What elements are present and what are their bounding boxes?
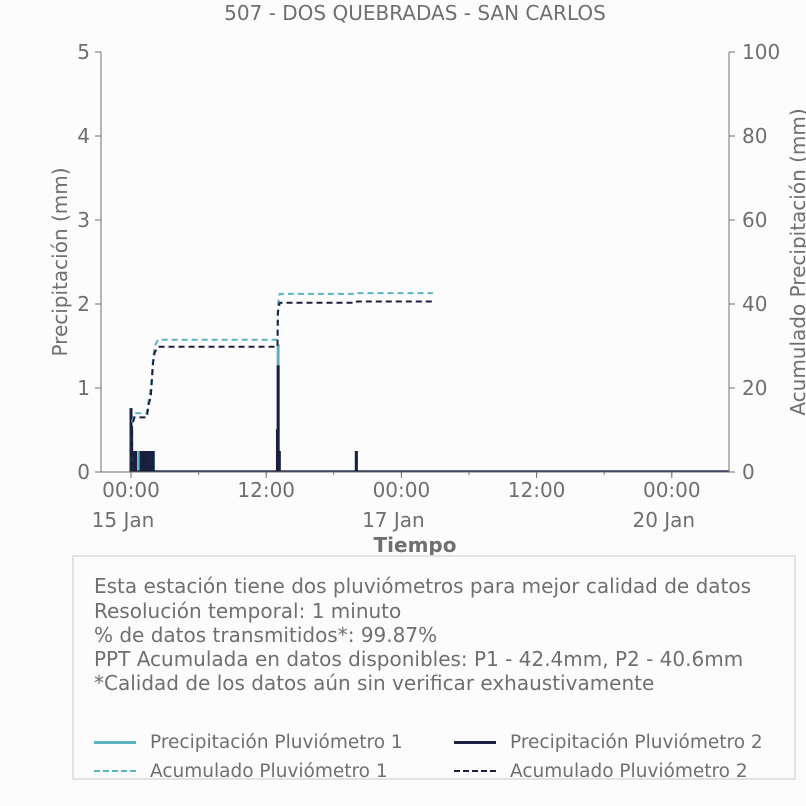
legend-swatch-p2: [454, 740, 496, 744]
rainfall-chart: 507 - DOS QUEBRADAS - SAN CARLOS 012345 …: [48, 1, 806, 557]
x-tick-time-label: 00:00: [102, 478, 160, 502]
info-line-resolution: Resolución temporal: 1 minuto: [94, 599, 402, 623]
p1-bars: [129, 344, 729, 473]
p2-cumulative-line: [130, 300, 433, 473]
x-axis-label: Tiempo: [374, 533, 457, 557]
plot-area: [129, 292, 729, 473]
info-line-quality-note: *Calidad de los datos aún sin verificar …: [94, 671, 655, 695]
y-tick-label: 1: [77, 376, 90, 400]
legend-label-p2: Precipitación Pluviómetro 2: [510, 731, 763, 753]
y-tick-label: 0: [77, 460, 90, 484]
p2-bars: [129, 365, 729, 473]
legend-swatch-p1: [94, 740, 136, 744]
p2-bar: [131, 451, 135, 472]
info-line-accumulated: PPT Acumulada en datos disponibles: P1 -…: [94, 647, 744, 671]
p2-bar: [276, 365, 280, 472]
y-tick-label: 4: [77, 124, 90, 148]
p1-cumulative-line: [130, 292, 433, 473]
p2-bar: [354, 451, 358, 472]
legend-swatch-cum-p2: [454, 770, 496, 772]
x-tick-date-label: 17 Jan: [362, 508, 425, 532]
p2-bar: [277, 451, 281, 472]
y2-tick-label: 80: [742, 124, 767, 148]
x-tick-time-label: 12:00: [237, 478, 295, 502]
legend-item-p1: Precipitación Pluviómetro 1: [94, 730, 403, 754]
legend-item-cum-p2: Acumulado Pluviómetro 2: [454, 759, 748, 783]
y2-tick-label: 0: [742, 460, 755, 484]
legend-label-cum-p2: Acumulado Pluviómetro 2: [510, 760, 748, 782]
legend-label-p1: Precipitación Pluviómetro 1: [150, 731, 403, 753]
y2-tick-label: 40: [742, 292, 767, 316]
y-axis-label: Precipitación (mm): [48, 167, 72, 356]
info-line-stations: Esta estación tiene dos pluviómetros par…: [94, 574, 752, 598]
left-y-ticks: 0 1 2 3 4 5: [77, 40, 101, 484]
right-y-ticks: 0 20 40 60 80 100: [729, 40, 780, 484]
legend-swatch-cum-p1: [94, 770, 136, 772]
legend-label-cum-p1: Acumulado Pluviómetro 1: [150, 760, 388, 782]
y2-tick-label: 100: [742, 40, 780, 64]
p2-bar: [134, 451, 138, 472]
info-box: Esta estación tiene dos pluviómetros par…: [72, 555, 796, 783]
x-tick-date-label: 15 Jan: [92, 508, 155, 532]
p2-bar: [148, 451, 152, 472]
legend-item-p2: Precipitación Pluviómetro 2: [454, 730, 763, 754]
x-tick-time-label: 00:00: [373, 478, 431, 502]
x-tick-date-label: 20 Jan: [632, 508, 695, 532]
info-line-transmitted: % de datos transmitidos*: 99.87%: [94, 623, 438, 647]
y2-tick-label: 60: [742, 208, 767, 232]
y-tick-label: 2: [77, 292, 90, 316]
chart-title: 507 - DOS QUEBRADAS - SAN CARLOS: [224, 1, 606, 25]
y2-axis-label: Acumulado Precipitación (mm): [786, 108, 806, 415]
y2-tick-label: 20: [742, 376, 767, 400]
p2-bar: [139, 451, 143, 472]
p2-bar: [151, 451, 155, 472]
legend-item-cum-p1: Acumulado Pluviómetro 1: [94, 759, 388, 783]
x-tick-time-label: 00:00: [643, 478, 701, 502]
x-ticks: 00:00 15 Jan 12:00 00:00 17 Jan 12:00 00:00 20 …: [92, 472, 701, 532]
x-tick-time-label: 12:00: [508, 478, 566, 502]
y-tick-label: 3: [77, 208, 90, 232]
y-tick-label: 5: [77, 40, 90, 64]
